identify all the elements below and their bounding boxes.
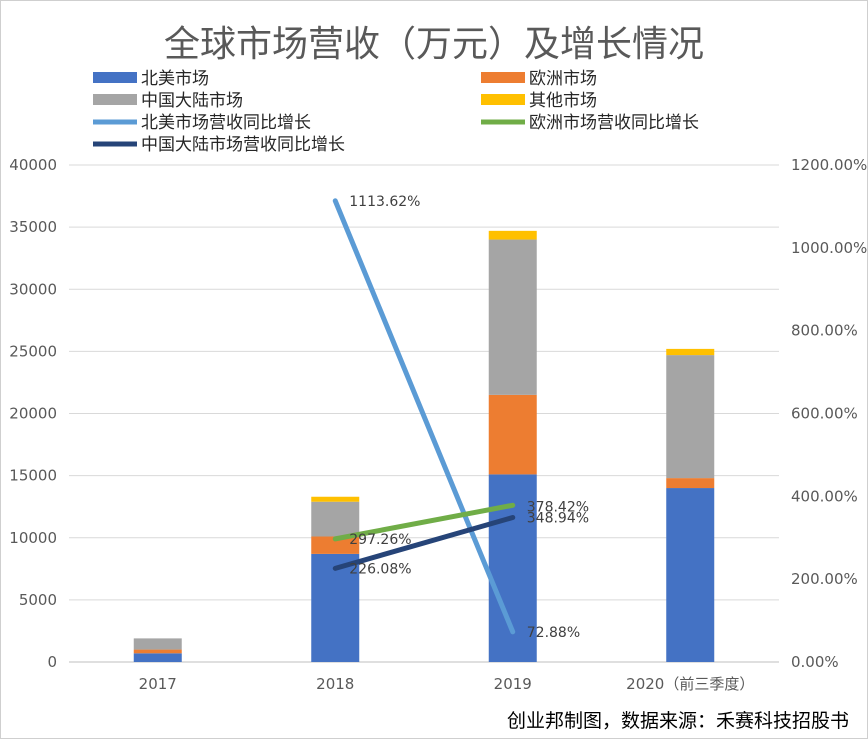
legend-label: 其他市场 (529, 91, 597, 111)
left-tick-label: 20000 (9, 405, 57, 423)
bar-segment (311, 553, 360, 662)
legend-swatch (481, 72, 525, 83)
growth-lines: 1113.62% 72.88% 297.26% 378.42% 226.08% 348.9… (332, 194, 589, 641)
data-label: 1113.62% (349, 194, 420, 210)
left-tick-label: 25000 (9, 342, 57, 360)
growth-line (332, 198, 516, 635)
legend-label: 欧洲市场营收同比增长 (529, 113, 699, 133)
left-tick-label: 35000 (9, 218, 57, 236)
category-label: 2017 (139, 675, 177, 693)
left-tick-label: 10000 (9, 529, 57, 547)
bar-segment (666, 348, 715, 356)
data-label: 72.88% (527, 625, 580, 641)
growth-line (332, 514, 516, 571)
source-note: 创业邦制图，数据来源：禾赛科技招股书 (507, 710, 849, 732)
bar-segment (488, 230, 537, 240)
bar-segment (133, 638, 182, 650)
chart-title: 全球市场营收（万元）及增长情况 (164, 24, 704, 65)
legend-swatch (481, 94, 525, 105)
bar-segment (488, 394, 537, 475)
category-label: 2018 (316, 675, 354, 693)
right-axis: 0.00% 200.00% 400.00% 600.00% 800.00% 1000.00… (791, 156, 867, 671)
x-axis: 2017 2018 2019 2020（前三季度） (139, 675, 755, 693)
legend-label: 北美市场营收同比增长 (141, 113, 311, 133)
legend-swatch (93, 94, 137, 105)
bar-segment (311, 536, 360, 554)
left-tick-label: 40000 (9, 156, 57, 174)
right-tick-label: 0.00% (791, 653, 839, 671)
right-tick-label: 800.00% (791, 322, 858, 340)
bar-segment (666, 478, 715, 489)
bar-segment (311, 501, 360, 537)
data-label: 226.08% (349, 561, 411, 577)
category-label: 2019 (494, 675, 532, 693)
left-tick-label: 15000 (9, 467, 57, 485)
legend-swatch (93, 72, 137, 83)
legend-label: 北美市场 (141, 69, 209, 89)
legend-label: 中国大陆市场营收同比增长 (141, 135, 345, 155)
right-tick-label: 400.00% (791, 487, 858, 505)
right-tick-label: 200.00% (791, 570, 858, 588)
legend-label: 欧洲市场 (529, 69, 597, 89)
left-tick-label: 0 (47, 653, 57, 671)
bar-segment (666, 488, 715, 662)
growth-line (332, 502, 516, 542)
left-tick-label: 30000 (9, 280, 57, 298)
left-axis: 0 5000 10000 15000 20000 25000 30000 35000 40000 (9, 156, 57, 671)
right-tick-label: 600.00% (791, 405, 858, 423)
bar-segment (311, 496, 360, 502)
data-label: 348.94% (527, 510, 589, 526)
bar-segment (666, 355, 715, 479)
data-label: 297.26% (349, 532, 411, 548)
right-tick-label: 1000.00% (791, 239, 867, 257)
category-label: 2020（前三季度） (626, 675, 754, 693)
bar-segment (133, 653, 182, 662)
bar-segment (133, 649, 182, 654)
bar-segment (488, 239, 537, 395)
right-tick-label: 1200.00% (791, 156, 867, 174)
data-label: 378.42% (527, 499, 589, 515)
gridlines (69, 164, 779, 663)
left-tick-label: 5000 (19, 591, 57, 609)
bars (133, 230, 715, 662)
legend-label: 中国大陆市场 (141, 91, 243, 111)
